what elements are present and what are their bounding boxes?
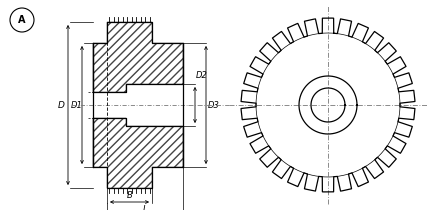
Text: D2: D2 [196, 71, 208, 80]
Text: D: D [58, 101, 65, 109]
Text: L: L [143, 206, 147, 210]
Text: A: A [18, 15, 26, 25]
Polygon shape [93, 22, 183, 92]
Text: D1: D1 [71, 101, 83, 109]
Polygon shape [93, 118, 183, 188]
Text: D3: D3 [208, 101, 220, 109]
Text: B: B [126, 192, 133, 201]
